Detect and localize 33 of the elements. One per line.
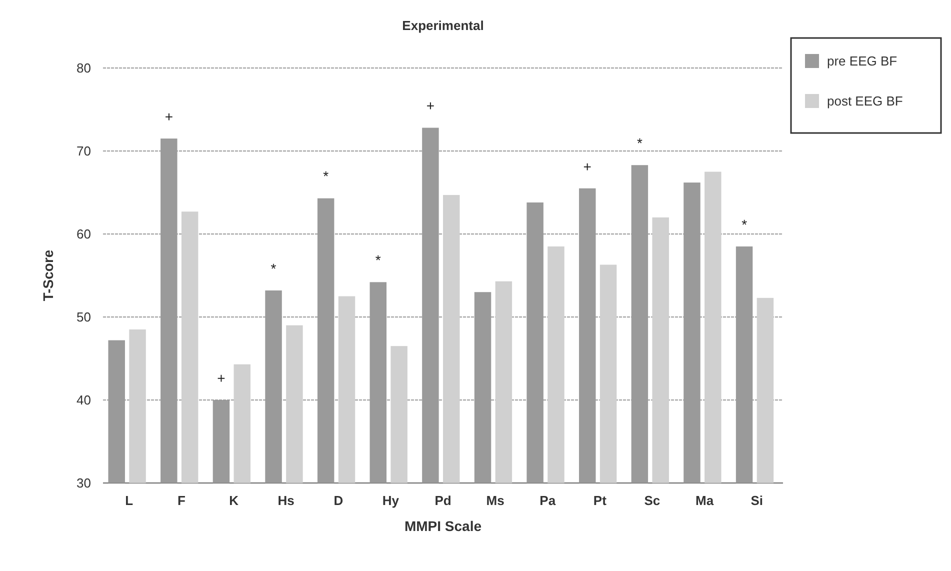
legend-label: post EEG BF bbox=[827, 94, 903, 109]
x-tick-label: L bbox=[125, 493, 134, 508]
y-tick-label: 40 bbox=[76, 392, 91, 408]
x-tick-label: Hs bbox=[278, 493, 294, 508]
x-tick-label: Ms bbox=[486, 493, 504, 508]
annotation: * bbox=[742, 216, 748, 232]
x-tick-label: F bbox=[177, 493, 186, 508]
x-tick-label: D bbox=[334, 493, 344, 508]
y-tick-label: 70 bbox=[76, 144, 91, 159]
annotation: * bbox=[375, 252, 382, 268]
x-axis-title: MMPI Scale bbox=[404, 518, 482, 534]
x-tick-label: K bbox=[229, 493, 240, 508]
y-axis-title: T-Score bbox=[40, 250, 56, 302]
x-tick-label: Ma bbox=[696, 493, 714, 508]
annotation: * bbox=[270, 260, 277, 276]
x-tick-label: Pt bbox=[593, 493, 608, 508]
chart-title: Experimental bbox=[402, 18, 484, 33]
y-tick-label: 30 bbox=[76, 476, 91, 491]
x-tick-label: Pa bbox=[540, 493, 556, 508]
y-tick-label: 60 bbox=[76, 226, 91, 242]
x-tick-label: Pd bbox=[434, 493, 452, 508]
annotation: + bbox=[217, 370, 226, 386]
annotation: + bbox=[164, 108, 173, 124]
annotation: * bbox=[636, 135, 643, 152]
x-tick-label: Hy bbox=[382, 493, 400, 508]
x-tick-label: Sc bbox=[644, 493, 660, 508]
annotation: + bbox=[426, 98, 435, 114]
y-tick-label: 50 bbox=[76, 310, 91, 325]
y-tick-label: 80 bbox=[76, 60, 91, 76]
annotation: + bbox=[583, 158, 592, 174]
x-tick-label: Si bbox=[750, 493, 763, 508]
annotation: * bbox=[323, 168, 330, 184]
legend-label: pre EEG BF bbox=[827, 54, 898, 69]
